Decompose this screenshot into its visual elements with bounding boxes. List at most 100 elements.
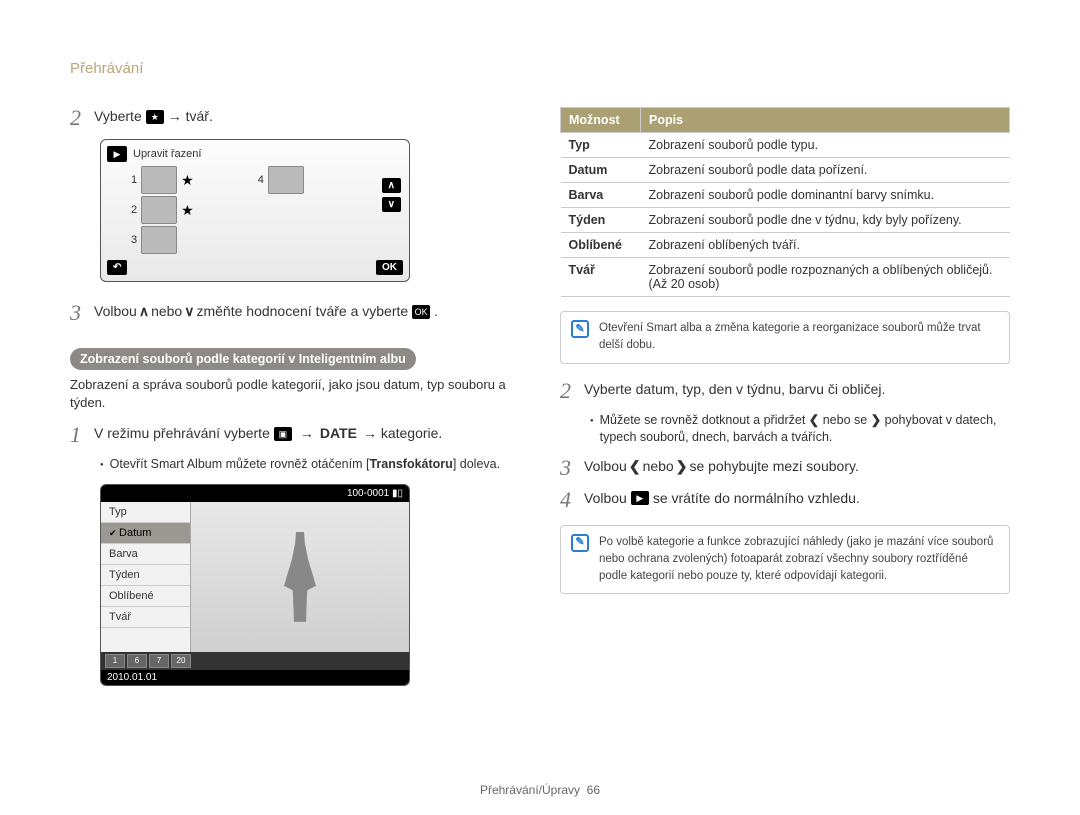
- step-text: nebo: [643, 457, 674, 477]
- bullet-item: Můžete se rovněž dotknout a přidržet ❮ n…: [590, 412, 1010, 447]
- opt-val: Zobrazení souborů podle rozpoznaných a o…: [641, 258, 1010, 297]
- step-3-left: 3 Volbou ∧ nebo ∨ změňte hodnocení tváře…: [70, 302, 520, 324]
- options-table: Možnost Popis TypZobrazení souborů podle…: [560, 107, 1010, 297]
- chevron-left-icon: ❮: [809, 413, 819, 427]
- arrow-icon: →: [300, 424, 314, 444]
- step-text: Vyberte datum, typ, den v týdnu, barvu č…: [584, 380, 885, 400]
- menu-item: Oblíbené: [101, 586, 190, 607]
- menu-item: Typ: [101, 502, 190, 523]
- step-text: nebo: [151, 302, 182, 322]
- play-icon: ▶: [107, 146, 127, 162]
- th-option: Možnost: [561, 108, 641, 133]
- thumb: 20: [171, 654, 191, 668]
- step-text: Volbou: [584, 489, 627, 509]
- bullet-bold: Transfokátoru: [369, 457, 452, 471]
- th-desc: Popis: [641, 108, 1010, 133]
- step-4-right: 4 Volbou ▶ se vrátíte do normálního vzhl…: [560, 489, 1010, 511]
- step-text: změňte hodnocení tváře a vyberte: [196, 302, 408, 322]
- step-1-left: 1 V režimu přehrávání vyberte ▣ → DATE →…: [70, 424, 520, 446]
- note-text: Po volbě kategorie a funkce zobrazující …: [599, 534, 999, 586]
- opt-key: Barva: [561, 183, 641, 208]
- subsection-pill: Zobrazení souborů podle kategorií v Inte…: [70, 348, 416, 370]
- bullet-text: ] doleva.: [453, 457, 500, 471]
- left-column: 2 Vyberte ★ → tvář. ▶ Upravit řazení 1 ★ 4…: [70, 107, 520, 706]
- step-text: Volbou: [94, 302, 137, 322]
- figure-date: 2010.01.01: [107, 672, 157, 683]
- bullet-text: nebo se: [819, 413, 870, 427]
- silhouette-icon: [280, 532, 320, 622]
- menu-item: Barva: [101, 544, 190, 565]
- section-title: Přehrávání: [70, 60, 1010, 77]
- step-2-left: 2 Vyberte ★ → tvář.: [70, 107, 520, 129]
- nav-up-icon: ∧: [382, 178, 401, 193]
- step-text: Vyberte: [94, 107, 142, 127]
- star-icon: ★: [146, 110, 164, 124]
- chevron-up-icon: ∧: [139, 302, 149, 322]
- battery-icon: ▮▯: [392, 488, 403, 499]
- star-icon: ★: [181, 202, 194, 219]
- opt-key: Oblíbené: [561, 233, 641, 258]
- row-num: 2: [131, 204, 137, 216]
- thumb: 6: [127, 654, 147, 668]
- star-icon: ★: [181, 172, 194, 189]
- counter: 100-0001: [347, 488, 389, 499]
- note-icon: ✎: [571, 534, 589, 552]
- nav-down-icon: ∨: [382, 197, 401, 212]
- note-text: Otevření Smart alba a změna kategorie a …: [599, 320, 999, 355]
- note-icon: ✎: [571, 320, 589, 338]
- step-3-right: 3 Volbou ❮ nebo ❯ se pohybujte mezi soub…: [560, 457, 1010, 479]
- chevron-right-icon: ❯: [871, 413, 881, 427]
- step-text: V režimu přehrávání vyberte: [94, 424, 270, 444]
- opt-val: Zobrazení souborů podle typu.: [641, 133, 1010, 158]
- opt-val: Zobrazení oblíbených tváří.: [641, 233, 1010, 258]
- face-thumb: [268, 166, 304, 194]
- arrow-icon: → kategorie.: [363, 424, 442, 444]
- bullet-text: Můžete se rovněž dotknout a přidržet: [600, 413, 809, 427]
- menu-item: Týden: [101, 565, 190, 586]
- bullet-item: Otevřít Smart Album můžete rovněž otáčen…: [100, 456, 520, 474]
- face-thumb: [141, 226, 177, 254]
- play-icon: ▶: [631, 491, 649, 505]
- bullet-text: Otevřít Smart Album můžete rovněž otáčen…: [110, 457, 370, 471]
- step-text: → tvář.: [168, 107, 213, 127]
- step-number: 1: [70, 424, 86, 446]
- back-icon: ↶: [107, 260, 127, 275]
- folder-icon: ▣: [274, 427, 292, 441]
- footer-page: 66: [587, 783, 600, 797]
- step-number: 4: [560, 489, 576, 511]
- step-number: 3: [70, 302, 86, 324]
- chevron-right-icon: ❯: [676, 457, 688, 477]
- chevron-down-icon: ∨: [184, 302, 194, 322]
- ok-icon: OK: [412, 305, 430, 319]
- thumb: 7: [149, 654, 169, 668]
- chevron-left-icon: ❮: [629, 457, 641, 477]
- opt-key: Týden: [561, 208, 641, 233]
- step-text: se vrátíte do normálního vzhledu.: [653, 489, 860, 509]
- step-text: se pohybujte mezi soubory.: [689, 457, 858, 477]
- menu-item-selected: ✔ Datum: [101, 523, 190, 544]
- opt-key: Tvář: [561, 258, 641, 297]
- step-2-right: 2 Vyberte datum, typ, den v týdnu, barvu…: [560, 380, 1010, 402]
- right-column: Možnost Popis TypZobrazení souborů podle…: [560, 107, 1010, 706]
- step-text: Volbou: [584, 457, 627, 477]
- category-menu: Typ ✔ Datum Barva Týden Oblíbené Tvář: [101, 502, 191, 652]
- step-number: 2: [70, 107, 86, 129]
- body-text: Zobrazení a správa souborů podle kategor…: [70, 376, 520, 412]
- opt-key: Datum: [561, 158, 641, 183]
- opt-val: Zobrazení souborů podle data pořízení.: [641, 158, 1010, 183]
- row-num: 1: [131, 174, 137, 186]
- opt-val: Zobrazení souborů podle dne v týdnu, kdy…: [641, 208, 1010, 233]
- opt-key: Typ: [561, 133, 641, 158]
- figure-edit-order: ▶ Upravit řazení 1★4 2★ 3 ∧ ∨ ↶ OK: [100, 139, 410, 282]
- note-box: ✎ Po volbě kategorie a funkce zobrazujíc…: [560, 525, 1010, 595]
- figure-title: Upravit řazení: [133, 148, 201, 160]
- step-text: .: [434, 302, 438, 322]
- page-footer: Přehrávání/Úpravy 66: [0, 783, 1080, 797]
- row-num: 3: [131, 234, 137, 246]
- thumb: 1: [105, 654, 125, 668]
- row-num: 4: [258, 174, 264, 186]
- step-number: 3: [560, 457, 576, 479]
- step-number: 2: [560, 380, 576, 402]
- note-box: ✎ Otevření Smart alba a změna kategorie …: [560, 311, 1010, 364]
- face-thumb: [141, 196, 177, 224]
